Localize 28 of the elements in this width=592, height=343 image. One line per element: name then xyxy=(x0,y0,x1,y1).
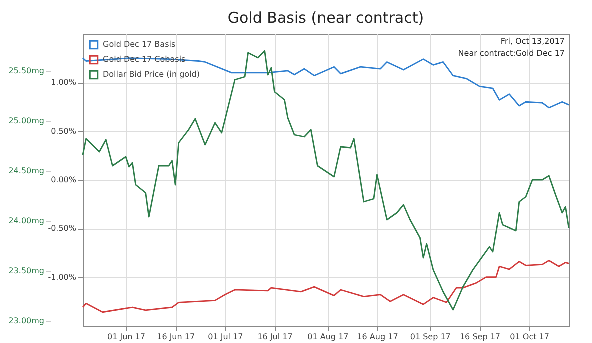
legend-label: Gold Dec 17 Basis xyxy=(103,40,176,49)
line-series xyxy=(82,50,570,311)
y-tick-label: 0.00% xyxy=(51,176,77,184)
x-tick-label: 01 Jun 17 xyxy=(108,332,146,342)
y2-tick-label: 25.00mg xyxy=(8,116,44,126)
x-tick-label: 01 Jul 17 xyxy=(208,332,244,342)
chart-title: Gold Basis (near contract) xyxy=(228,9,424,27)
annotation: Near contract:Gold Dec 17 xyxy=(458,49,565,58)
x-tick-label: 16 Jul 17 xyxy=(258,332,293,342)
line-series xyxy=(82,58,570,109)
y-tick-label: 1.00% xyxy=(51,78,77,88)
x-tick-label: 01 Sep 17 xyxy=(410,332,451,342)
y-tick-label: -1.00% xyxy=(48,272,77,282)
legend-label: Dollar Bid Price (in gold) xyxy=(103,70,200,79)
line-series xyxy=(82,260,570,314)
x-tick-label: 16 Aug 17 xyxy=(357,332,398,342)
annotation: Fri, Oct 13,2017 xyxy=(500,37,565,46)
y2-tick-label: 23.00mg xyxy=(8,316,44,326)
x-tick-label: 01 Oct 17 xyxy=(510,332,550,342)
y2-tick-label: 25.50mg xyxy=(8,66,44,76)
y-tick-label: 0.50% xyxy=(51,126,77,136)
x-tick-label: 16 Sep 17 xyxy=(460,332,500,342)
y2-tick-label: 23.50mg xyxy=(8,266,44,276)
x-tick-label: 16 Jun 17 xyxy=(157,332,196,342)
x-tick-label: 01 Aug 17 xyxy=(308,332,349,342)
y-tick-label: -0.50% xyxy=(48,224,77,234)
y2-tick-label: 24.00mg xyxy=(8,216,44,226)
y2-tick-label: 24.50mg xyxy=(8,166,44,176)
